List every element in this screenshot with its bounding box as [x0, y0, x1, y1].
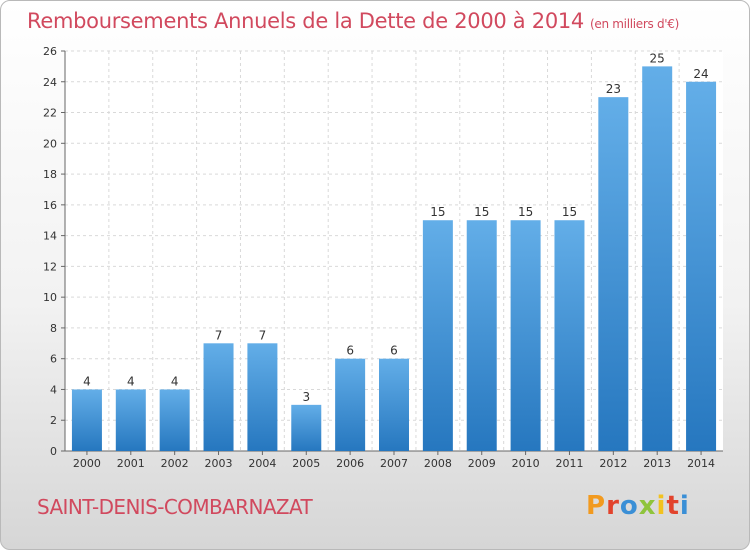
bar[interactable]: [71, 389, 102, 451]
chart-subtitle: (en milliers d'€): [590, 17, 680, 31]
bar-value-label: 7: [259, 328, 267, 342]
bar-value-label: 4: [171, 374, 179, 388]
bar-value-label: 15: [430, 205, 445, 219]
bar[interactable]: [379, 358, 409, 451]
y-tick-label: 0: [50, 445, 57, 458]
y-tick-label: 20: [43, 137, 57, 150]
y-tick-label: 16: [43, 199, 57, 212]
y-tick-label: 14: [43, 230, 57, 243]
bar-value-label: 6: [390, 344, 398, 358]
x-tick-label: 2002: [161, 457, 189, 470]
logo-letter: i: [679, 491, 690, 521]
proxiti-logo[interactable]: Proxiti: [586, 491, 690, 521]
bar[interactable]: [554, 220, 585, 451]
bar[interactable]: [686, 81, 717, 452]
bar-value-label: 24: [693, 67, 708, 81]
bar[interactable]: [203, 343, 234, 451]
bar-value-label: 15: [562, 205, 577, 219]
bar-value-label: 7: [215, 328, 223, 342]
y-tick-label: 12: [43, 260, 57, 273]
x-tick-label: 2012: [599, 457, 627, 470]
bar-value-label: 4: [83, 374, 91, 388]
logo-letter: o: [619, 491, 639, 521]
bar[interactable]: [422, 220, 453, 451]
y-tick-label: 10: [43, 291, 57, 304]
chart-title: Remboursements Annuels de la Dette de 20…: [27, 9, 679, 33]
bar-value-label: 3: [302, 390, 310, 404]
bar-value-label: 15: [518, 205, 533, 219]
x-tick-label: 2014: [687, 457, 715, 470]
bar[interactable]: [115, 389, 146, 451]
logo-letter: x: [638, 491, 657, 521]
bar[interactable]: [291, 404, 322, 451]
logo-letter: P: [586, 491, 607, 521]
x-tick-label: 2010: [512, 457, 540, 470]
y-tick-label: 2: [50, 414, 57, 427]
x-tick-label: 2003: [205, 457, 233, 470]
title-text: Remboursements Annuels de la Dette de 20…: [27, 9, 584, 33]
x-tick-label: 2006: [336, 457, 364, 470]
x-tick-label: 2004: [248, 457, 276, 470]
x-tick-label: 2013: [643, 457, 671, 470]
x-tick-label: 2000: [73, 457, 101, 470]
logo-letter: r: [606, 491, 620, 521]
y-tick-label: 22: [43, 107, 57, 120]
bar-value-label: 15: [474, 205, 489, 219]
y-tick-label: 24: [43, 76, 57, 89]
x-tick-label: 2001: [117, 457, 145, 470]
x-tick-label: 2007: [380, 457, 408, 470]
bar-value-label: 23: [606, 82, 621, 96]
x-tick-label: 2011: [555, 457, 583, 470]
y-tick-label: 4: [50, 383, 57, 396]
y-tick-label: 8: [50, 322, 57, 335]
logo-letter: t: [666, 491, 680, 521]
bar[interactable]: [598, 97, 629, 452]
logo-letter: i: [656, 491, 667, 521]
bar[interactable]: [159, 389, 190, 451]
bar-value-label: 25: [650, 51, 665, 65]
y-tick-label: 26: [43, 45, 57, 58]
bar-value-label: 4: [127, 374, 135, 388]
x-tick-label: 2009: [468, 457, 496, 470]
bar[interactable]: [247, 343, 278, 451]
x-tick-label: 2008: [424, 457, 452, 470]
bar[interactable]: [510, 220, 541, 451]
bar[interactable]: [466, 220, 497, 451]
y-tick-label: 6: [50, 353, 57, 366]
x-tick-label: 2005: [292, 457, 320, 470]
bar[interactable]: [335, 358, 366, 451]
bar-value-label: 6: [346, 344, 354, 358]
commune-name: SAINT-DENIS-COMBARNAZAT: [37, 495, 313, 519]
y-tick-label: 18: [43, 168, 57, 181]
bar[interactable]: [642, 66, 673, 451]
